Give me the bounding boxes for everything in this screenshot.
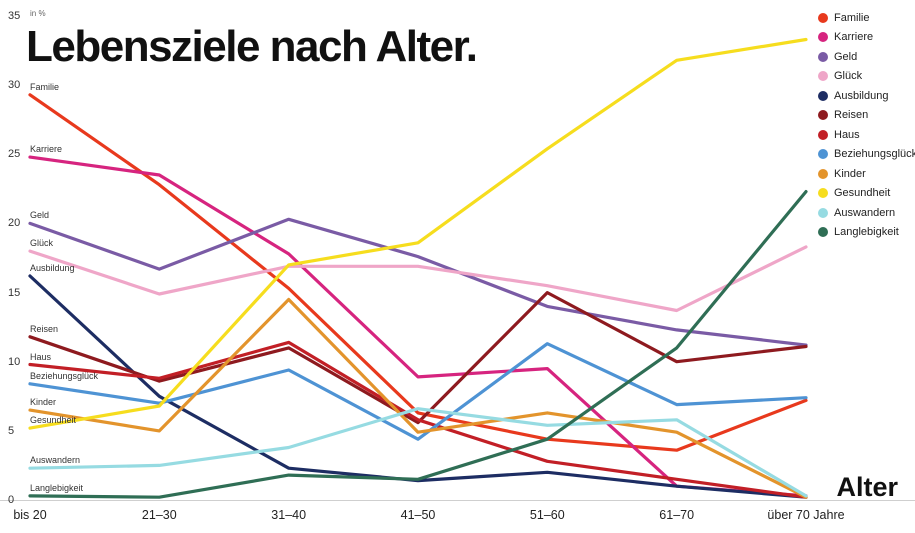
series-start-label: Karriere	[30, 144, 63, 155]
legend-label: Reisen	[834, 109, 869, 121]
series-line-langlebigkeit	[28, 190, 808, 499]
series-start-label: Kinder	[30, 397, 57, 408]
series-line-haus	[28, 340, 808, 499]
legend-item: Glück	[818, 70, 915, 82]
legend-label: Karriere	[834, 31, 874, 43]
series-start-label: Glück	[30, 238, 54, 249]
y-tick-label: 10	[8, 355, 21, 368]
legend-item: Ausbildung	[818, 89, 915, 102]
series-line-geld	[28, 217, 808, 347]
legend-color-dot	[818, 110, 828, 120]
legend-item: Gesundheit	[818, 187, 915, 199]
y-tick-label: 35	[8, 9, 21, 22]
x-tick-label: 51–60	[529, 508, 565, 522]
legend-item: Geld	[818, 50, 915, 63]
y-axis-unit-label: in %	[30, 9, 46, 18]
legend-item: Langlebigkeit	[818, 226, 915, 238]
y-tick-label: 20	[8, 217, 21, 230]
legend-label: Langlebigkeit	[834, 226, 899, 238]
legend-label: Kinder	[834, 167, 866, 180]
series-start-label: Geld	[30, 210, 50, 221]
legend-label: Ausbildung	[834, 89, 889, 102]
chart-title: Lebensziele nach Alter.	[26, 22, 478, 71]
series-line-beziehungsglück	[28, 342, 808, 441]
y-tick-label: 0	[8, 493, 15, 506]
legend-color-dot	[818, 71, 828, 81]
legend-color-dot	[818, 51, 828, 62]
y-tick-label: 25	[8, 148, 21, 161]
series-start-label: Gesundheit	[30, 415, 77, 426]
x-tick-label: über 70 Jahre	[767, 508, 845, 522]
legend-item: Kinder	[818, 167, 915, 180]
legend-item: Karriere	[818, 31, 915, 43]
series-line-ausbildung	[28, 274, 808, 499]
series-line-familie	[28, 93, 808, 452]
y-tick-label: 30	[8, 78, 21, 91]
x-tick-label: bis 20	[13, 508, 47, 522]
series-start-label: Familie	[30, 81, 60, 92]
legend-label: Gesundheit	[834, 187, 891, 199]
legend-item: Haus	[818, 128, 915, 141]
legend: Familie Karriere Geld Glück Ausbildung Reisen…	[818, 12, 915, 246]
series-line-kinder	[28, 297, 808, 499]
x-axis-title: Alter	[836, 472, 898, 502]
series-line-reisen	[28, 291, 808, 425]
legend-color-dot	[818, 168, 828, 179]
x-tick-label: 21–30	[141, 508, 177, 522]
series-start-label: Auswandern	[30, 455, 81, 466]
legend-item: Auswandern	[818, 206, 915, 219]
series-line-gesundheit	[28, 37, 808, 430]
legend-label: Familie	[834, 11, 870, 24]
legend-label: Auswandern	[834, 206, 896, 219]
legend-item: Beziehungsglück	[818, 148, 915, 160]
x-tick-label: 41–50	[400, 508, 436, 522]
series-line-auswandern	[28, 407, 808, 498]
legend-color-dot	[818, 227, 828, 237]
x-tick-label: 31–40	[271, 508, 307, 522]
series-line-glück	[28, 245, 808, 313]
y-tick-label: 5	[8, 424, 15, 437]
x-axis: bis 20 21–30 31–40 41–50 51–60 61–70 über 70 J…	[0, 508, 915, 528]
legend-color-dot	[818, 90, 828, 101]
series-start-label: Haus	[30, 351, 52, 362]
legend-label: Haus	[834, 128, 860, 141]
legend-color-dot	[818, 207, 828, 218]
legend-color-dot	[818, 32, 828, 42]
legend-color-dot	[818, 129, 828, 140]
y-tick-label: 15	[8, 286, 21, 299]
legend-label: Glück	[834, 70, 863, 82]
x-axis-line	[0, 500, 915, 501]
legend-item: Familie	[818, 11, 915, 24]
x-tick-label: 61–70	[659, 508, 695, 522]
legend-color-dot	[818, 188, 828, 198]
series-start-label: Beziehungsglück	[30, 370, 99, 381]
legend-item: Reisen	[818, 109, 915, 121]
legend-color-dot	[818, 12, 828, 23]
series-start-label: Langlebigkeit	[30, 482, 84, 493]
legend-label: Beziehungsglück	[834, 148, 915, 160]
legend-color-dot	[818, 149, 828, 159]
legend-label: Geld	[834, 50, 858, 63]
series-start-label: Ausbildung	[30, 263, 75, 273]
series-start-label: Reisen	[30, 323, 59, 334]
